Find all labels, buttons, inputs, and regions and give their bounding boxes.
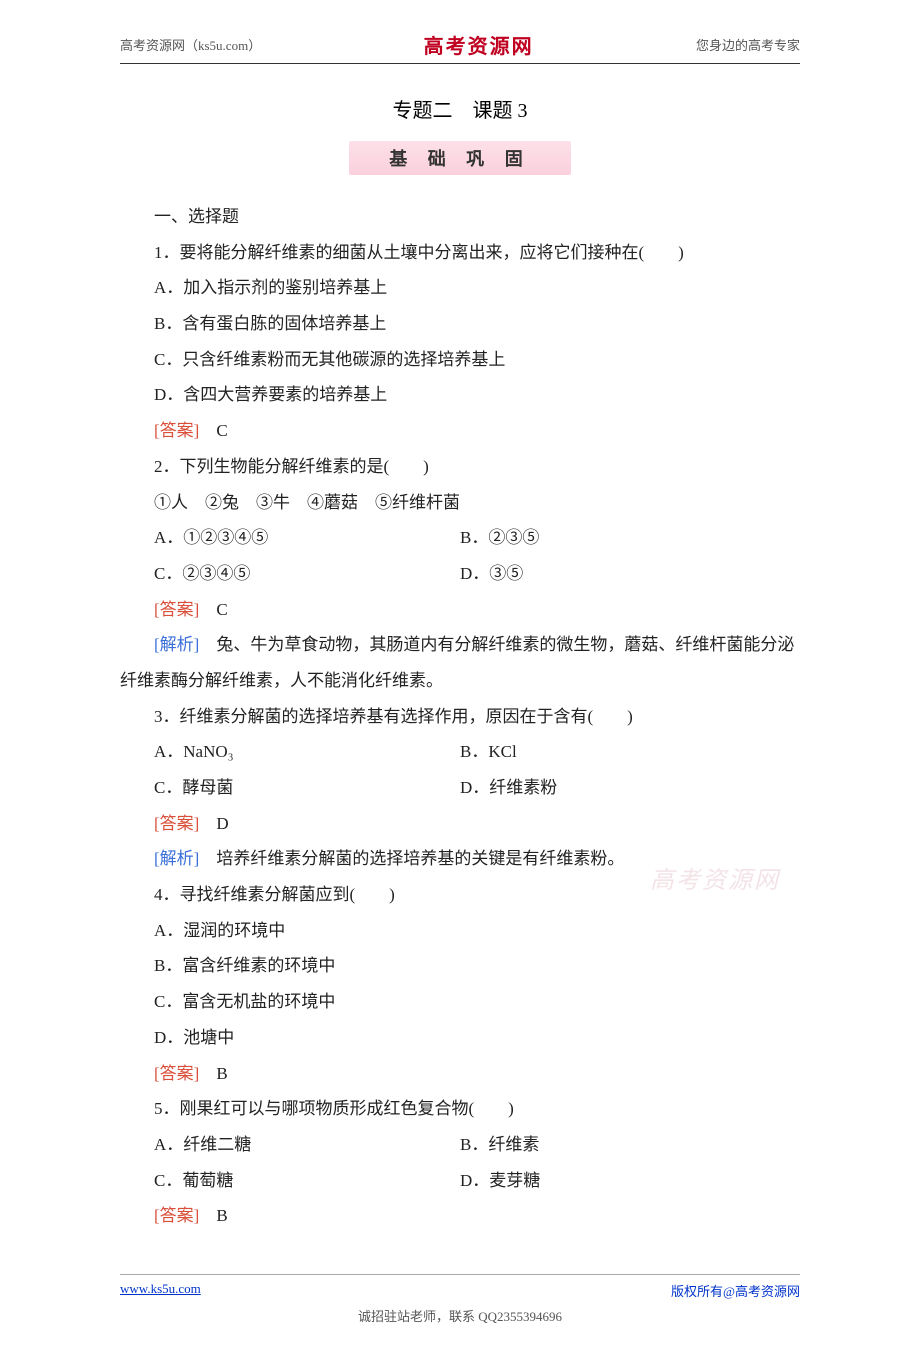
- option: D．麦芽糖: [460, 1163, 800, 1199]
- answer-line: [答案] C: [120, 413, 800, 449]
- answer-line: [答案] C: [120, 592, 800, 628]
- option: C．富含无机盐的环境中: [120, 984, 800, 1020]
- sub-line: ①人 ②兔 ③牛 ④蘑菇 ⑤纤维杆菌: [120, 485, 800, 521]
- option: C．酵母菌: [120, 770, 460, 806]
- question-stem: 2．下列生物能分解纤维素的是( ): [120, 449, 800, 485]
- answer-value: D: [199, 814, 228, 833]
- option: A．纤维二糖: [120, 1127, 460, 1163]
- question-stem: 4．寻找纤维素分解菌应到( ): [120, 877, 800, 913]
- subtitle-text: 基 础 巩 固: [389, 149, 531, 169]
- answer-label: [答案]: [154, 1206, 199, 1225]
- answer-label: [答案]: [154, 1064, 199, 1083]
- analysis-line: [解析] 培养纤维素分解菌的选择培养基的关键是有纤维素粉。: [120, 841, 800, 877]
- header-center-logo: 高考资源网: [424, 30, 534, 59]
- option: B．纤维素: [460, 1127, 800, 1163]
- option: A．湿润的环境中: [120, 913, 800, 949]
- answer-value: B: [199, 1206, 227, 1225]
- option: B．含有蛋白胨的固体培养基上: [120, 306, 800, 342]
- content-body: 一、选择题 1．要将能分解纤维素的细菌从土壤中分离出来，应将它们接种在( ) A…: [120, 199, 800, 1234]
- subtitle-banner: 基 础 巩 固: [120, 141, 800, 175]
- question-stem: 3．纤维素分解菌的选择培养基有选择作用，原因在于含有( ): [120, 699, 800, 735]
- option: C．②③④⑤: [120, 556, 460, 592]
- option-row: A．NaNO₃ B．KCl: [120, 734, 800, 770]
- answer-label: [答案]: [154, 814, 199, 833]
- answer-line: [答案] B: [120, 1056, 800, 1092]
- option: A．加入指示剂的鉴别培养基上: [120, 270, 800, 306]
- page-header: 高考资源网（ks5u.com） 高考资源网 您身边的高考专家: [120, 30, 800, 64]
- answer-label: [答案]: [154, 600, 199, 619]
- header-left-text: 高考资源网（ks5u.com）: [120, 35, 261, 54]
- option-row: C．②③④⑤ D．③⑤: [120, 556, 800, 592]
- analysis-line: [解析] 兔、牛为草食动物，其肠道内有分解纤维素的微生物，蘑菇、纤维杆菌能分泌纤…: [120, 627, 800, 698]
- option: A．①②③④⑤: [120, 520, 460, 556]
- option: D．含四大营养要素的培养基上: [120, 377, 800, 413]
- page-footer: www.ks5u.com 版权所有@高考资源网: [120, 1274, 800, 1300]
- page-title: 专题二 课题 3: [120, 94, 800, 123]
- answer-value: C: [199, 421, 227, 440]
- footer-copyright: 版权所有@高考资源网: [671, 1281, 800, 1300]
- option: C．只含纤维素粉而无其他碳源的选择培养基上: [120, 342, 800, 378]
- option: B．KCl: [460, 734, 800, 770]
- option-row: A．纤维二糖 B．纤维素: [120, 1127, 800, 1163]
- footer-link[interactable]: www.ks5u.com: [120, 1281, 201, 1300]
- answer-line: [答案] B: [120, 1198, 800, 1234]
- answer-label: [答案]: [154, 421, 199, 440]
- analysis-text: 兔、牛为草食动物，其肠道内有分解纤维素的微生物，蘑菇、纤维杆菌能分泌纤维素酶分解…: [120, 635, 794, 690]
- answer-value: B: [199, 1064, 227, 1083]
- option-row: A．①②③④⑤ B．②③⑤: [120, 520, 800, 556]
- option-row: C．葡萄糖 D．麦芽糖: [120, 1163, 800, 1199]
- section-heading: 一、选择题: [120, 199, 800, 235]
- answer-line: [答案] D: [120, 806, 800, 842]
- option: D．纤维素粉: [460, 770, 800, 806]
- option: D．池塘中: [120, 1020, 800, 1056]
- option: B．富含纤维素的环境中: [120, 948, 800, 984]
- option: D．③⑤: [460, 556, 800, 592]
- question-stem: 5．刚果红可以与哪项物质形成红色复合物( ): [120, 1091, 800, 1127]
- footer-contact: 诚招驻站老师，联系 QQ2355394696: [120, 1306, 800, 1325]
- option: B．②③⑤: [460, 520, 800, 556]
- option: C．葡萄糖: [120, 1163, 460, 1199]
- option-row: C．酵母菌 D．纤维素粉: [120, 770, 800, 806]
- analysis-label: [解析]: [154, 635, 199, 654]
- header-right-text: 您身边的高考专家: [696, 35, 800, 54]
- answer-value: C: [199, 600, 227, 619]
- analysis-label: [解析]: [154, 849, 199, 868]
- analysis-text: 培养纤维素分解菌的选择培养基的关键是有纤维素粉。: [199, 849, 624, 868]
- option: A．NaNO₃: [120, 734, 460, 770]
- question-stem: 1．要将能分解纤维素的细菌从土壤中分离出来，应将它们接种在( ): [120, 235, 800, 271]
